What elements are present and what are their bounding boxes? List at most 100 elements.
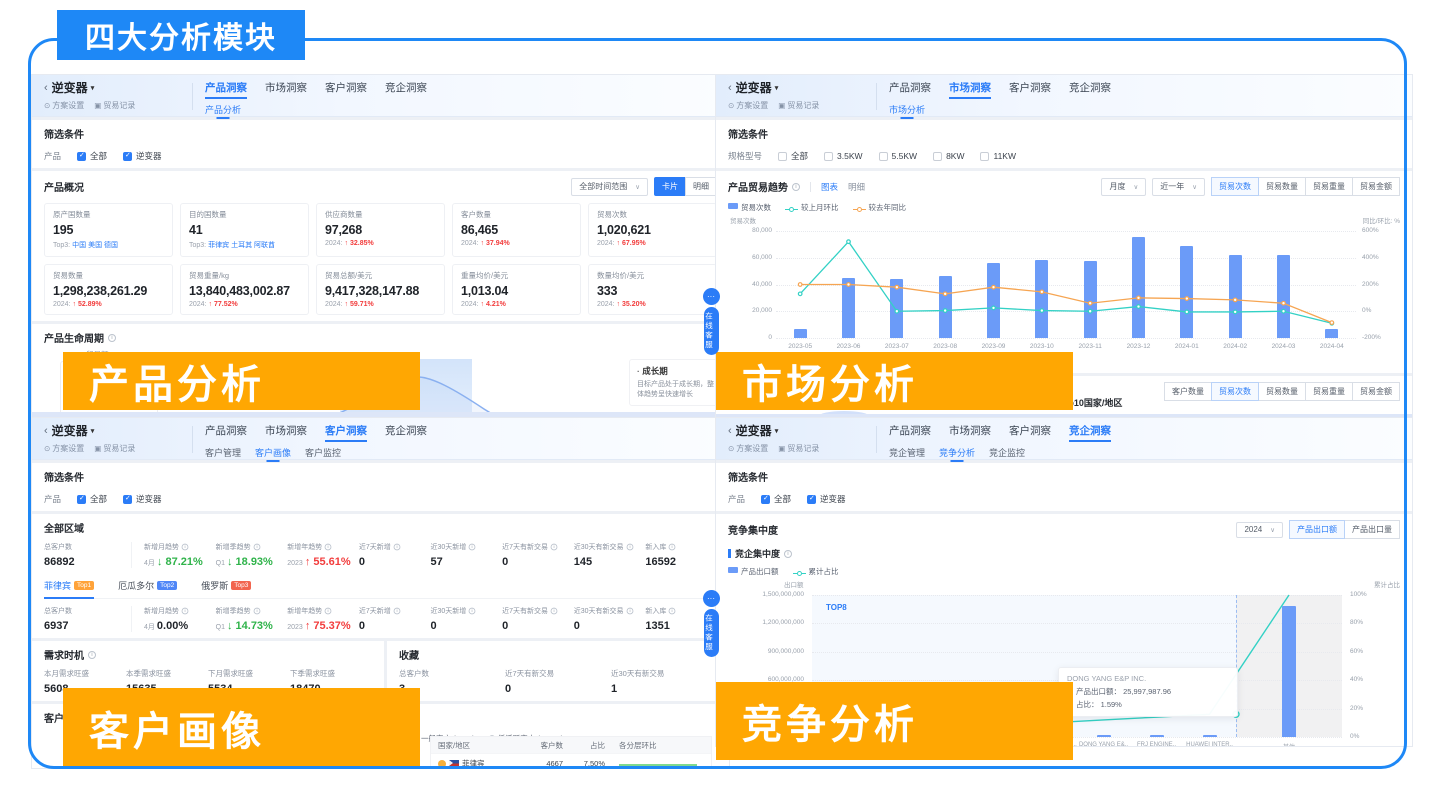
plan-settings-link[interactable]: ⊙ 方案设置: [44, 444, 85, 453]
checkbox-11KW[interactable]: 11KW: [980, 151, 1016, 161]
checkbox-全部[interactable]: 全部: [778, 150, 808, 162]
entity-selector[interactable]: ‹ 逆变器 ▾: [44, 79, 192, 96]
plan-settings-link[interactable]: ⊙ 方案设置: [44, 101, 85, 110]
dist-metric-2[interactable]: 贸易数量: [1258, 382, 1306, 401]
online-service-button[interactable]: ··· 在线客服: [701, 288, 721, 355]
legend-累计占比[interactable]: 累计占比: [793, 566, 839, 577]
tab-market-insight[interactable]: 市场洞察: [265, 82, 307, 94]
info-icon[interactable]: [324, 543, 332, 551]
tab-product-insight[interactable]: 产品洞察: [889, 82, 931, 94]
subtab-competition-analysis[interactable]: 竞争分析: [939, 448, 976, 458]
info-icon[interactable]: [784, 549, 793, 558]
card-view-button[interactable]: 卡片: [654, 177, 686, 196]
info-icon[interactable]: [108, 333, 116, 342]
online-service-button[interactable]: ··· 在线客服: [701, 590, 721, 657]
tab-competitor-insight[interactable]: 竞企洞察: [1069, 82, 1111, 94]
plan-settings-link[interactable]: ⊙ 方案设置: [728, 444, 769, 453]
range-select[interactable]: 近一年 ∨: [1152, 177, 1205, 196]
bar-2023-08[interactable]: [938, 276, 952, 338]
tab-competitor-insight[interactable]: 竞企洞察: [1069, 425, 1111, 442]
back-icon[interactable]: ‹: [728, 424, 732, 437]
trade-records-link[interactable]: ▣ 贸易记录: [94, 101, 136, 110]
bar-2024-03[interactable]: [1277, 255, 1290, 338]
info-icon[interactable]: [393, 607, 401, 615]
back-icon[interactable]: ‹: [44, 424, 48, 437]
tab-competitor-insight[interactable]: 竞企洞察: [385, 425, 427, 437]
bar-2023-05[interactable]: [793, 328, 807, 338]
checkbox-全部[interactable]: 全部: [77, 150, 107, 162]
checkbox-全部[interactable]: 全部: [77, 493, 107, 505]
bar-2024-01[interactable]: [1180, 245, 1194, 338]
back-icon[interactable]: ‹: [44, 81, 48, 94]
bar-2023-12[interactable]: [1132, 237, 1145, 338]
top3-links[interactable]: 中国 美国 德国: [72, 242, 119, 249]
bar-2023-10[interactable]: [1035, 260, 1049, 338]
subtab-customer-management[interactable]: 客户管理: [205, 448, 242, 458]
trade-records-link[interactable]: ▣ 贸易记录: [94, 444, 136, 453]
tab-competitor-insight[interactable]: 竞企洞察: [385, 82, 427, 94]
bar-其他[interactable]: [1282, 606, 1296, 737]
trend-metric-0[interactable]: 贸易次数: [1211, 177, 1259, 196]
bar-HUAWEI INTER..[interactable]: [1202, 734, 1217, 737]
plan-settings-link[interactable]: ⊙ 方案设置: [728, 101, 769, 110]
info-icon[interactable]: [550, 543, 558, 551]
entity-selector[interactable]: ‹ 逆变器 ▾: [44, 422, 192, 439]
trade-records-link[interactable]: ▣ 贸易记录: [778, 101, 820, 110]
checkbox-逆变器[interactable]: 逆变器: [123, 493, 162, 505]
trend-metric-1[interactable]: 贸易数量: [1258, 177, 1306, 196]
country-tab-top2[interactable]: 厄瓜多尔 Top2: [118, 579, 178, 592]
tab-product-insight[interactable]: 产品洞察: [205, 82, 247, 99]
country-tab-top1[interactable]: 菲律宾 Top1: [44, 579, 95, 599]
info-icon[interactable]: [626, 543, 633, 551]
back-icon[interactable]: ‹: [728, 81, 732, 94]
bar-2023-06[interactable]: [842, 277, 855, 338]
tab-market-insight[interactable]: 市场洞察: [949, 82, 991, 99]
time-range-select[interactable]: 全部时间范围 ∨: [571, 177, 648, 196]
dist-metric-3[interactable]: 贸易重量: [1305, 382, 1353, 401]
legend-较上月环比[interactable]: 较上月环比: [785, 202, 839, 213]
checkbox-全部[interactable]: 全部: [761, 493, 791, 505]
info-icon[interactable]: [253, 543, 261, 551]
subtab-competitor-management[interactable]: 竞企管理: [889, 448, 926, 458]
tab-customer-insight[interactable]: 客户洞察: [1009, 425, 1051, 437]
trade-records-link[interactable]: ▣ 贸易记录: [778, 444, 820, 453]
bar-2023-07[interactable]: [890, 279, 904, 338]
tab-product-insight[interactable]: 产品洞察: [889, 425, 931, 437]
top3-links[interactable]: 菲律宾 土耳其 阿联酋: [208, 242, 276, 249]
view-detail[interactable]: 明细: [848, 181, 866, 192]
subtab-customer-monitor[interactable]: 客户监控: [305, 448, 342, 458]
checkbox-5.5KW[interactable]: 5.5KW: [878, 151, 917, 161]
tab-customer-insight[interactable]: 客户洞察: [1009, 82, 1051, 94]
info-icon[interactable]: [468, 607, 476, 615]
bar-2024-04[interactable]: [1325, 328, 1339, 338]
bar-2024-02[interactable]: [1228, 255, 1242, 338]
subtab-market-analysis[interactable]: 市场分析: [889, 105, 926, 115]
legend-贸易次数[interactable]: 贸易次数: [728, 202, 771, 213]
subtab-customer-profile[interactable]: 客户画像: [255, 448, 292, 458]
entity-selector[interactable]: ‹ 逆变器 ▾: [728, 422, 876, 439]
tab-product-insight[interactable]: 产品洞察: [205, 425, 247, 437]
info-icon[interactable]: [550, 607, 558, 615]
bar-2023-09[interactable]: [987, 263, 1000, 338]
info-icon[interactable]: [253, 607, 261, 615]
detail-view-button[interactable]: 明细: [685, 177, 717, 196]
year-select[interactable]: 2024 ∨: [1236, 521, 1283, 538]
bar-FRJ ENGINE..[interactable]: [1149, 734, 1164, 737]
checkbox-3.5KW[interactable]: 3.5KW: [824, 151, 863, 161]
bar-DONG YANG E&..[interactable]: [1096, 734, 1111, 737]
legend-较去年同比[interactable]: 较去年同比: [853, 202, 906, 213]
info-icon[interactable]: [324, 607, 332, 615]
tab-customer-insight[interactable]: 客户洞察: [325, 425, 367, 442]
info-icon[interactable]: [468, 543, 476, 551]
subtab-product-analysis[interactable]: 产品分析: [205, 105, 242, 115]
country-tab-top3[interactable]: 俄罗斯 Top3: [201, 579, 252, 592]
info-icon[interactable]: [181, 543, 189, 551]
checkbox-8KW[interactable]: 8KW: [933, 151, 964, 161]
dist-metric-1[interactable]: 贸易次数: [1211, 382, 1259, 401]
info-icon[interactable]: [88, 650, 96, 659]
info-icon[interactable]: [668, 543, 676, 551]
period-select[interactable]: 月度 ∨: [1101, 177, 1147, 196]
tab-customer-insight[interactable]: 客户洞察: [325, 82, 367, 94]
trend-metric-2[interactable]: 贸易重量: [1305, 177, 1353, 196]
